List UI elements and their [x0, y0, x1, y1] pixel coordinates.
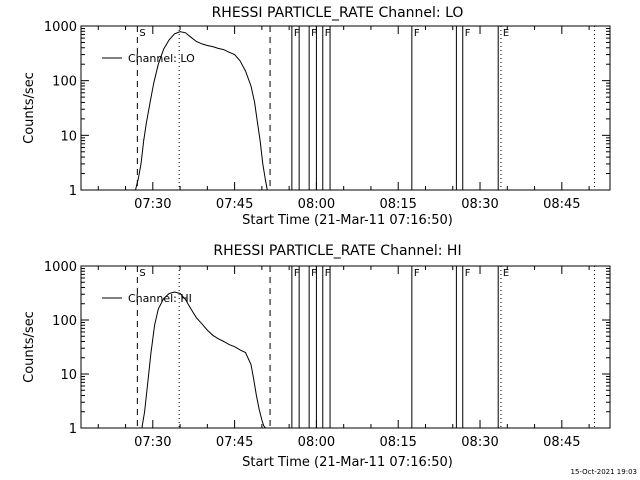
y-tick-label: 1: [69, 184, 77, 199]
event-marker-label: E: [503, 268, 509, 279]
y-tick-label: 1000: [44, 260, 77, 275]
event-marker-label: F: [325, 268, 331, 279]
y-tick-label: 1000: [44, 20, 77, 35]
x-tick-label: 07:30: [134, 197, 171, 212]
x-tick-label: 08:15: [379, 197, 416, 212]
x-tick-label: 07:45: [216, 435, 253, 450]
plot-frame: [80, 265, 611, 429]
plot-frame: [80, 25, 611, 191]
x-tick-label: 08:45: [543, 435, 580, 450]
event-marker-label: F: [465, 28, 471, 39]
event-marker-label: F: [294, 28, 300, 39]
event-marker-label: F: [294, 268, 300, 279]
x-tick-label: 07:45: [216, 197, 253, 212]
event-marker-label: F: [465, 268, 471, 279]
event-marker-label: S: [139, 28, 145, 39]
event-marker-label: F: [311, 268, 317, 279]
series-line: [135, 31, 268, 191]
x-axis-label: Start Time (21-Mar-11 07:16:50): [242, 213, 453, 228]
x-tick-label: 08:30: [461, 435, 498, 450]
x-tick-label: 08:00: [298, 197, 335, 212]
y-tick-label: 10: [60, 368, 77, 383]
series-line: [141, 291, 266, 429]
legend-label: Channel: HI: [128, 292, 192, 305]
x-tick-label: 08:30: [461, 197, 498, 212]
event-marker-label: F: [414, 268, 420, 279]
plot-channel-hi: RHESSI PARTICLE_RATE Channel: HI 1 10 100 10…: [22, 243, 611, 470]
y-axis-label: Counts/sec: [22, 311, 37, 383]
x-tick-label: 08:00: [298, 435, 335, 450]
x-tick-label: 08:15: [379, 435, 416, 450]
event-marker-label: F: [414, 28, 420, 39]
x-tick-label: 07:30: [134, 435, 171, 450]
legend-label: Channel: LO: [128, 52, 195, 65]
x-tick-label: 08:45: [543, 197, 580, 212]
chart-title: RHESSI PARTICLE_RATE Channel: HI: [213, 243, 461, 259]
y-tick-label: 100: [52, 75, 77, 90]
footer-timestamp: 15-Oct-2021 19:03: [571, 468, 637, 476]
y-tick-label: 100: [52, 314, 77, 329]
y-tick-label: 10: [60, 129, 77, 144]
x-axis-label: Start Time (21-Mar-11 07:16:50): [242, 455, 453, 470]
y-tick-label: 1: [69, 422, 77, 437]
event-marker-label: F: [311, 28, 317, 39]
chart-title: RHESSI PARTICLE_RATE Channel: LO: [212, 5, 464, 21]
event-marker-label: S: [139, 268, 145, 279]
y-axis-label: Counts/sec: [22, 72, 37, 144]
event-marker-label: E: [503, 28, 509, 39]
event-marker-label: F: [325, 28, 331, 39]
plot-channel-lo: RHESSI PARTICLE_RATE Channel: LO 1 10 100 10…: [22, 5, 611, 228]
